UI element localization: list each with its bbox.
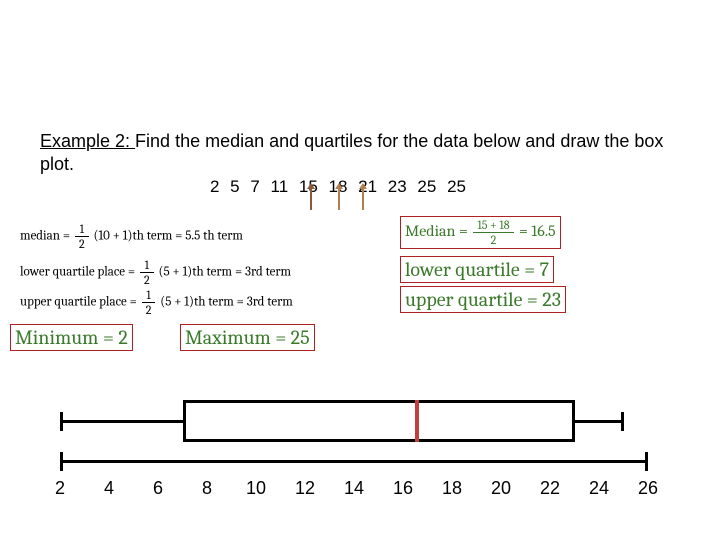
axis-tick-label: 22: [540, 478, 560, 499]
example-prompt: Example 2: Find the median and quartiles…: [40, 130, 680, 175]
minimum-value: Minimum = 2: [10, 324, 133, 351]
maximum-value: Maximum = 25: [180, 324, 315, 351]
median-value: Median = 15 + 182 = 16.5: [400, 216, 561, 249]
axis-tick-label: 10: [246, 478, 266, 499]
axis-line: [60, 460, 648, 463]
whisker-left: [60, 420, 183, 423]
axis-tick-label: 8: [202, 478, 212, 499]
axis-cap: [645, 452, 648, 471]
upper-quartile-place-formula: upper quartile place = 12 (5 + 1)th term…: [20, 288, 293, 317]
axis-tick-label: 12: [295, 478, 315, 499]
axis-tick-label: 20: [491, 478, 511, 499]
median-place-formula: median = 12 (10 + 1)th term = 5.5 th ter…: [20, 222, 243, 251]
lower-quartile-value: lower quartile = 7: [400, 256, 554, 283]
data-arrows: [310, 186, 510, 214]
whisker-cap: [60, 412, 63, 431]
whisker-cap: [621, 412, 624, 431]
example-label: Example 2:: [40, 131, 135, 151]
upper-quartile-value: upper quartile = 23: [400, 286, 566, 313]
lower-quartile-place-formula: lower quartile place = 12 (5 + 1)th term…: [20, 258, 291, 287]
box-plot: 2468101214161820222426: [60, 420, 660, 520]
axis-tick-label: 24: [589, 478, 609, 499]
axis-tick-label: 4: [104, 478, 114, 499]
data-arrow: [338, 188, 340, 210]
axis-tick-label: 2: [55, 478, 65, 499]
data-arrow: [362, 188, 364, 210]
axis-tick-label: 18: [442, 478, 462, 499]
axis-cap: [60, 452, 63, 471]
axis-tick-label: 6: [153, 478, 163, 499]
axis-tick-label: 16: [393, 478, 413, 499]
axis-tick-label: 26: [638, 478, 658, 499]
median-line: [415, 400, 419, 442]
whisker-right: [575, 420, 624, 423]
axis-tick-label: 14: [344, 478, 364, 499]
data-arrow: [310, 188, 312, 210]
iqr-box: [183, 400, 575, 442]
